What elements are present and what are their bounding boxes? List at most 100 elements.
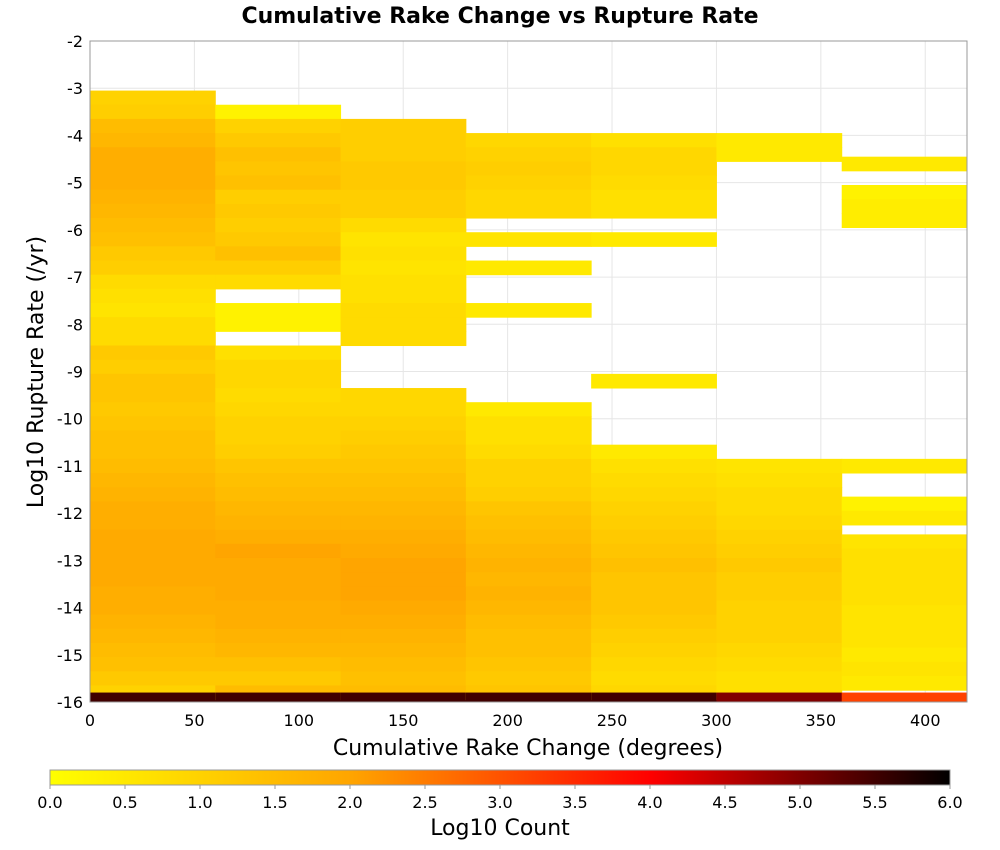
heatmap-cell <box>716 487 843 502</box>
heatmap-cell <box>716 529 843 545</box>
heatmap-cell <box>90 458 216 474</box>
heatmap-cell <box>90 90 216 106</box>
heatmap-cell <box>90 331 216 347</box>
heatmap-cell <box>465 133 592 148</box>
heatmap-cell <box>591 557 717 573</box>
heatmap-cell <box>215 600 342 616</box>
heatmap-cell <box>465 671 592 686</box>
colorbar-tick-label: 4.5 <box>712 793 737 812</box>
colorbar-tick-label: 4.0 <box>637 793 662 812</box>
heatmap-cell <box>215 402 342 417</box>
heatmap-cell <box>340 331 467 347</box>
heatmap-cell <box>90 572 216 587</box>
heatmap-cell <box>465 189 592 205</box>
heatmap-cell <box>215 543 342 559</box>
heatmap-cell <box>340 557 467 573</box>
x-tick-label: 0 <box>85 711 95 730</box>
heatmap-cell <box>591 515 717 531</box>
heatmap-cell <box>90 246 216 262</box>
heatmap-cell <box>716 572 843 587</box>
heatmap-cell <box>465 572 592 587</box>
y-tick-label: -5 <box>67 174 83 193</box>
heatmap-cell <box>215 671 342 686</box>
x-tick-label: 350 <box>806 711 837 730</box>
heatmap-cell <box>591 628 717 644</box>
heatmap-cell <box>90 317 216 332</box>
heatmap-cell <box>90 303 216 318</box>
heatmap-cell <box>340 203 467 219</box>
y-tick-label: -2 <box>67 32 83 51</box>
heatmap-cell <box>841 156 968 172</box>
heatmap-cell <box>215 444 342 460</box>
heatmap-cell <box>215 203 342 219</box>
heatmap-cell <box>340 246 467 262</box>
heatmap-cell <box>340 543 467 559</box>
heatmap-cell <box>90 600 216 616</box>
heatmap-cell <box>90 147 216 162</box>
heatmap-cell <box>340 458 467 474</box>
heatmap-cell <box>465 529 592 545</box>
heatmap-cell <box>90 232 216 247</box>
heatmap-cell <box>340 118 467 134</box>
heatmap-cell <box>90 189 216 205</box>
heatmap-cell <box>90 430 216 446</box>
heatmap-cell <box>90 260 216 276</box>
heatmap-cell <box>215 317 342 332</box>
heatmap-cell <box>340 529 467 545</box>
heatmap-cell <box>340 572 467 587</box>
heatmap-cell <box>841 661 968 677</box>
heatmap-cell <box>716 458 843 474</box>
heatmap-cell <box>90 416 216 432</box>
heatmap-cell <box>465 444 592 460</box>
heatmap-cell <box>465 203 592 219</box>
heatmap-cell <box>340 218 467 233</box>
heatmap-cell <box>591 189 717 205</box>
heatmap-cell <box>340 430 467 446</box>
colorbar-tick-labels: 0.0 0.5 1.0 1.5 2.0 2.5 3.0 3.5 4.0 4.5 5.0 5.5 6.0 <box>37 785 963 812</box>
heatmap-cell <box>340 614 467 630</box>
heatmap-cell <box>215 572 342 587</box>
chart-title: Cumulative Rake Change vs Rupture Rate <box>241 4 758 29</box>
x-tick-label: 100 <box>284 711 315 730</box>
heatmap-cell <box>841 496 968 512</box>
heatmap-cell <box>591 614 717 630</box>
heatmap-cell <box>716 671 843 686</box>
heatmap-cell <box>90 444 216 460</box>
heatmap-cell <box>90 175 216 191</box>
heatmap-cell <box>591 657 717 672</box>
heatmap-cell <box>340 161 467 177</box>
y-tick-label: -16 <box>57 693 83 712</box>
heatmap-cell <box>90 657 216 672</box>
heatmap-cell <box>591 600 717 616</box>
heatmap-cell <box>340 600 467 616</box>
colorbar-tick-label: 3.5 <box>562 793 587 812</box>
heatmap-cell <box>215 487 342 502</box>
heatmap-cell <box>465 543 592 559</box>
heatmap-cell <box>340 642 467 658</box>
heatmap-cell <box>90 203 216 219</box>
y-tick-label: -9 <box>67 363 83 382</box>
heatmap-cell <box>215 657 342 672</box>
heatmap-cell <box>340 444 467 460</box>
heatmap-cell <box>215 345 342 361</box>
heatmap-cell <box>716 586 843 601</box>
heatmap-cell <box>841 213 968 228</box>
heatmap-cell <box>215 232 342 247</box>
heatmap-cell <box>215 175 342 191</box>
heatmap-cell <box>340 388 467 403</box>
heatmap-cell <box>90 671 216 686</box>
heatmap-cell <box>841 534 968 550</box>
heatmap-cell <box>716 147 843 162</box>
x-tick-label: 200 <box>492 711 523 730</box>
heatmap-cell <box>215 473 342 488</box>
x-tick-label: 50 <box>184 711 204 730</box>
heatmap-cell <box>591 133 717 148</box>
heatmap-cell <box>340 473 467 488</box>
heatmap-cell <box>340 692 467 703</box>
heatmap-cell <box>340 274 467 290</box>
heatmap-cell <box>215 246 342 262</box>
heatmap-cell <box>465 175 592 191</box>
x-tick-labels: 0 50 100 150 200 250 300 350 400 <box>85 711 941 730</box>
heatmap-cell <box>340 416 467 432</box>
